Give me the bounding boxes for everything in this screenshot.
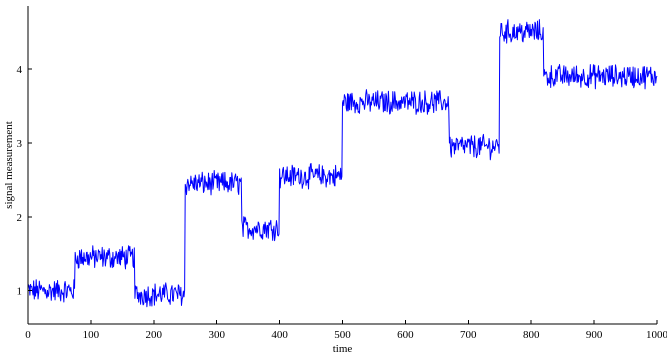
x-tick-label: 700 bbox=[460, 329, 477, 341]
x-tick-label: 900 bbox=[586, 329, 603, 341]
y-ticks: 1 2 3 4 bbox=[17, 64, 32, 298]
x-tick-label: 500 bbox=[334, 329, 351, 341]
signal-series-line bbox=[27, 19, 658, 308]
x-tick-label: 400 bbox=[271, 329, 288, 341]
x-tick-label: 0 bbox=[25, 329, 31, 341]
x-tick-label: 100 bbox=[83, 329, 100, 341]
x-tick-label: 200 bbox=[146, 329, 163, 341]
x-tick-label: 1000 bbox=[646, 329, 667, 341]
y-tick-label: 1 bbox=[17, 286, 23, 298]
y-axis-title: signal measurement bbox=[3, 121, 15, 209]
x-tick-label: 300 bbox=[208, 329, 225, 341]
x-tick-label: 600 bbox=[397, 329, 414, 341]
y-tick-label: 2 bbox=[17, 212, 23, 224]
x-ticks: 0 100 200 300 400 500 600 700 800 900 1000 bbox=[25, 320, 667, 341]
plot-area bbox=[27, 19, 658, 308]
y-tick-label: 3 bbox=[17, 138, 23, 150]
y-tick-label: 4 bbox=[17, 64, 23, 76]
x-axis-title: time bbox=[333, 343, 353, 354]
x-tick-label: 800 bbox=[523, 329, 540, 341]
